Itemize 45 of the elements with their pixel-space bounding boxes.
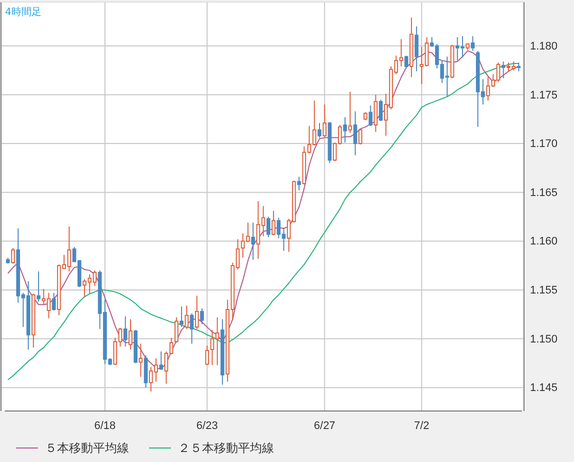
- y-tick-label: 1.175: [530, 89, 558, 102]
- candlestick: [159, 350, 164, 370]
- candlestick: [180, 306, 184, 328]
- candlestick: [194, 295, 199, 330]
- candlestick: [297, 176, 301, 191]
- x-tick-label: 7/2: [414, 420, 430, 432]
- candlestick: [272, 210, 276, 236]
- candlestick: [374, 94, 378, 132]
- candlestick: [266, 216, 270, 238]
- text: 4時間足: [5, 6, 42, 18]
- y-tick-label: 1.150: [530, 333, 558, 346]
- candlestick: [358, 128, 362, 146]
- candlestick: [322, 104, 327, 138]
- candlestick: [343, 116, 347, 144]
- candlestick: [404, 55, 408, 68]
- candlestick: [353, 110, 358, 156]
- candlestick: [205, 345, 210, 366]
- candlestick: [470, 36, 475, 52]
- x-tick-label: 6/23: [196, 420, 218, 432]
- candlestick: [414, 26, 418, 72]
- candlestick: [52, 292, 56, 311]
- x-tick-label: 6/18: [94, 420, 116, 432]
- candlestick: [123, 316, 128, 348]
- y-tick-label: 1.145: [530, 382, 558, 394]
- x-tick-label: 6/27: [314, 420, 336, 432]
- candlestick: [200, 308, 204, 325]
- y-tick-label: 1.155: [530, 284, 558, 296]
- candlestick: [378, 99, 383, 122]
- candlestick: [184, 305, 189, 330]
- candlestick: [11, 247, 15, 264]
- candlestick: [190, 312, 194, 344]
- y-tick-label: 1.160: [530, 236, 558, 248]
- y-tick-label: 1.180: [530, 40, 558, 52]
- candlestick: [368, 104, 372, 126]
- candlestick: [318, 122, 322, 138]
- candlestick: [501, 61, 506, 79]
- candlestick: [174, 316, 178, 344]
- legend-label: ２５本移動平均線: [178, 441, 274, 455]
- y-tick-label: 1.170: [530, 138, 558, 150]
- candlestick: [36, 270, 40, 302]
- y-tick-label: 1.165: [530, 186, 558, 199]
- legend-label: ５本移動平均線: [45, 441, 129, 455]
- candlestick: [251, 222, 255, 260]
- candlestick: [128, 318, 132, 350]
- candlestick: [348, 91, 352, 134]
